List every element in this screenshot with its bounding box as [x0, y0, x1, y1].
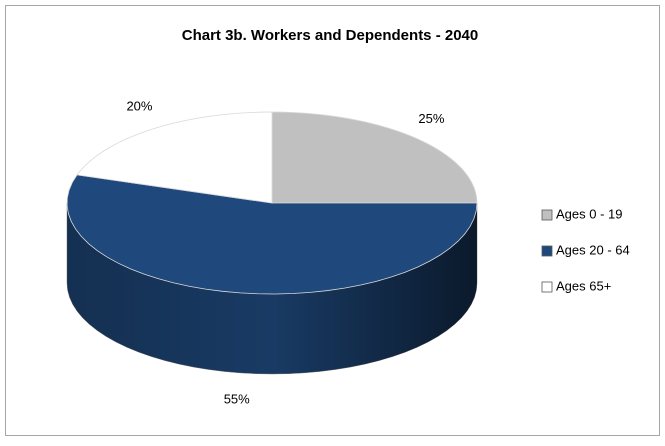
data-label: 25% [418, 111, 444, 126]
legend-swatch [541, 209, 553, 221]
legend-swatch [541, 281, 553, 293]
legend-label: Ages 65+ [556, 278, 611, 293]
legend-swatch [541, 245, 553, 257]
slice [76, 111, 273, 204]
slice-side-shade [67, 203, 477, 374]
slice [271, 111, 478, 204]
chart-title: Chart 3b. Workers and Dependents - 2040 [182, 27, 478, 44]
legend-label: Ages 0 - 19 [556, 206, 623, 221]
data-label: 20% [126, 99, 152, 114]
slice [66, 174, 478, 295]
legend-label: Ages 20 - 64 [556, 242, 630, 257]
data-label: 55% [224, 391, 250, 406]
